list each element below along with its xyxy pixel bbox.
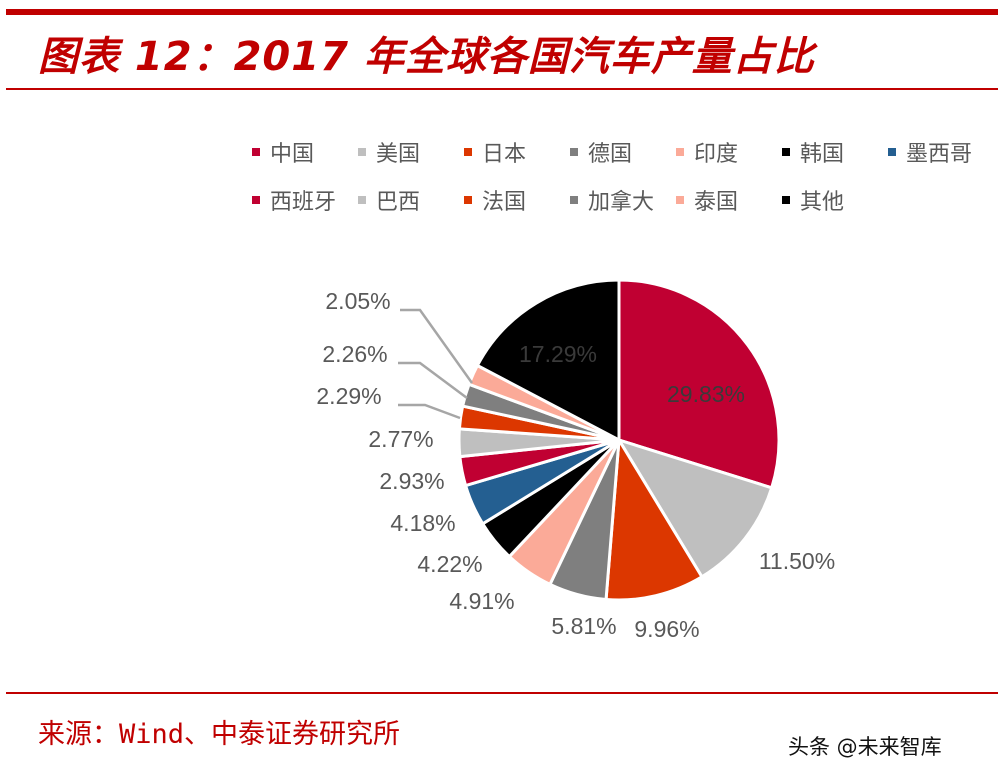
leader-line <box>400 308 474 384</box>
legend-label: 巴西 <box>376 190 421 215</box>
legend-swatch-icon <box>570 196 578 204</box>
data-label: 9.96% <box>634 616 699 642</box>
data-label: 2.05% <box>325 288 390 314</box>
legend-label: 加拿大 <box>588 190 655 215</box>
leader-line <box>398 403 461 420</box>
data-label: 11.50% <box>759 548 835 574</box>
legend-label: 韩国 <box>800 142 845 167</box>
legend-swatch-icon <box>782 148 790 156</box>
legend-item: 韩国 <box>782 136 888 168</box>
legend-item: 日本 <box>464 136 570 168</box>
data-label: 4.22% <box>417 551 482 577</box>
data-label: 2.26% <box>322 341 387 367</box>
data-label: 17.29% <box>519 341 597 367</box>
legend-item: 其他 <box>782 184 888 216</box>
legend-item: 巴西 <box>358 184 464 216</box>
data-label: 2.77% <box>368 426 433 452</box>
data-label: 2.93% <box>379 468 444 494</box>
data-label: 2.29% <box>316 383 381 409</box>
leader-line <box>398 361 468 400</box>
legend-label: 美国 <box>376 142 421 167</box>
legend-label: 西班牙 <box>270 190 337 215</box>
pie-slice-美国 <box>615 437 774 579</box>
legend-label: 中国 <box>270 142 315 167</box>
chart-legend: 中国 美国 日本 德国 印度 韩国 墨西哥西班牙 巴西 法国 加拿大 泰国 其他 <box>252 128 998 224</box>
legend-swatch-icon <box>676 148 684 156</box>
legend-item: 西班牙 <box>252 184 358 216</box>
legend-swatch-icon <box>888 148 896 156</box>
title-rule <box>6 88 998 90</box>
legend-item: 墨西哥 <box>888 136 998 168</box>
legend-label: 日本 <box>482 142 527 167</box>
legend-swatch-icon <box>782 196 790 204</box>
data-label: 4.18% <box>390 510 455 536</box>
legend-label: 墨西哥 <box>906 142 973 167</box>
legend-row: 西班牙 巴西 法国 加拿大 泰国 其他 <box>252 176 998 224</box>
legend-item: 法国 <box>464 184 570 216</box>
legend-item: 美国 <box>358 136 464 168</box>
data-label: 5.81% <box>551 613 616 639</box>
watermark: 头条 @未来智库 <box>788 735 942 759</box>
legend-item: 德国 <box>570 136 676 168</box>
legend-swatch-icon <box>252 148 260 156</box>
legend-swatch-icon <box>464 148 472 156</box>
legend-label: 印度 <box>694 142 739 167</box>
pie-slice-中国 <box>617 278 781 490</box>
legend-item: 印度 <box>676 136 782 168</box>
legend-swatch-icon <box>464 196 472 204</box>
legend-label: 泰国 <box>694 190 739 215</box>
legend-row: 中国 美国 日本 德国 印度 韩国 墨西哥 <box>252 128 998 176</box>
legend-item: 中国 <box>252 136 358 168</box>
bottom-rule <box>6 692 998 694</box>
legend-swatch-icon <box>570 148 578 156</box>
legend-label: 其他 <box>800 190 845 215</box>
data-label: 29.83% <box>667 381 745 407</box>
legend-label: 德国 <box>588 142 633 167</box>
source-note: 来源：Wind、中泰证券研究所 <box>38 719 401 750</box>
legend-item: 泰国 <box>676 184 782 216</box>
pie-slice-其他 <box>475 278 621 443</box>
pie-slice-日本 <box>604 435 704 602</box>
legend-item: 加拿大 <box>570 184 676 216</box>
legend-swatch-icon <box>358 196 366 204</box>
legend-swatch-icon <box>676 196 684 204</box>
legend-swatch-icon <box>358 148 366 156</box>
data-label: 4.91% <box>449 588 514 614</box>
top-rule <box>6 9 998 15</box>
legend-label: 法国 <box>482 190 527 215</box>
legend-swatch-icon <box>252 196 260 204</box>
chart-title: 图表 12：2017 年全球各国汽车产量占比 <box>38 34 815 80</box>
